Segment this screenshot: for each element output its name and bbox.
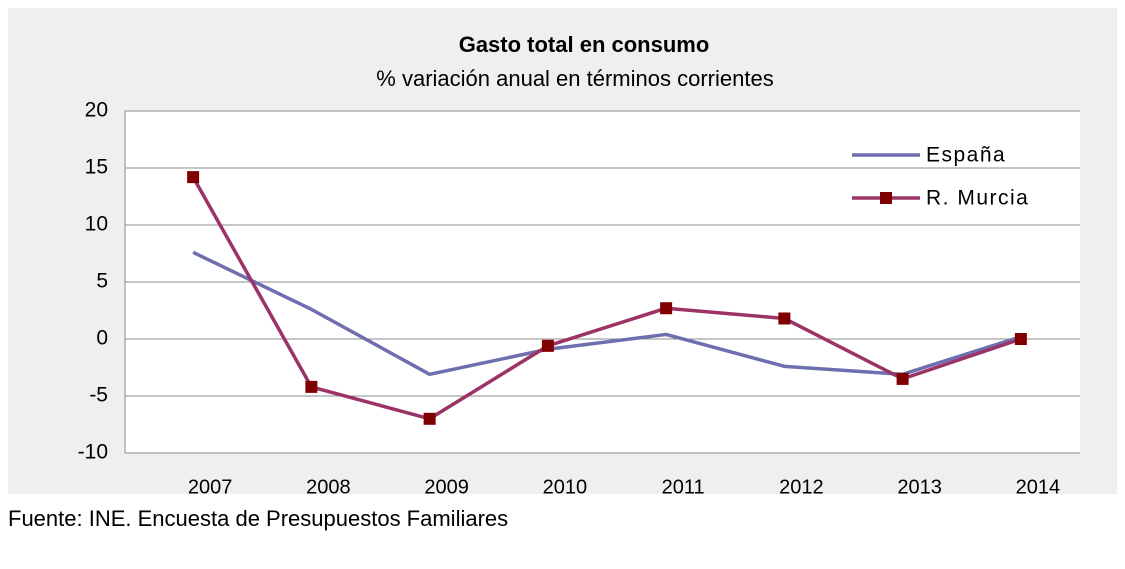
x-tick-label: 2008 (306, 476, 351, 498)
y-tick-label: 0 (96, 327, 108, 350)
x-tick-label: 2010 (543, 476, 588, 498)
x-tick-label: 2007 (188, 476, 233, 498)
x-tick-label: 2014 (1016, 476, 1061, 498)
y-tick-label: 20 (85, 99, 108, 122)
chart-title: Gasto total en consumo (459, 32, 710, 57)
series-line (191, 176, 1022, 421)
data-marker (305, 380, 318, 393)
data-marker (1014, 333, 1027, 345)
y-tick-label: -5 (89, 384, 108, 407)
x-tick-label: 2009 (424, 476, 469, 498)
chart-subtitle: % variación anual en términos corrientes (376, 66, 773, 91)
legend-label: España (926, 144, 1006, 167)
y-tick-label: 15 (85, 156, 108, 179)
x-tick-label: 2011 (662, 476, 705, 498)
x-tick-label: 2012 (779, 476, 824, 498)
data-marker (423, 412, 436, 425)
data-marker (541, 339, 554, 352)
y-tick-label: -10 (78, 441, 108, 464)
data-marker (187, 171, 200, 184)
x-tick-label: 2013 (897, 476, 942, 498)
data-marker (660, 302, 673, 315)
y-tick-label: 10 (85, 213, 108, 236)
data-marker (778, 312, 791, 325)
y-tick-label: 5 (96, 270, 108, 293)
source-note: Fuente: INE. Encuesta de Presupuestos Fa… (8, 506, 508, 531)
legend-marker (880, 192, 892, 204)
data-marker (896, 372, 909, 385)
series-line (192, 250, 1022, 377)
legend-label: R. Murcia (926, 187, 1029, 210)
